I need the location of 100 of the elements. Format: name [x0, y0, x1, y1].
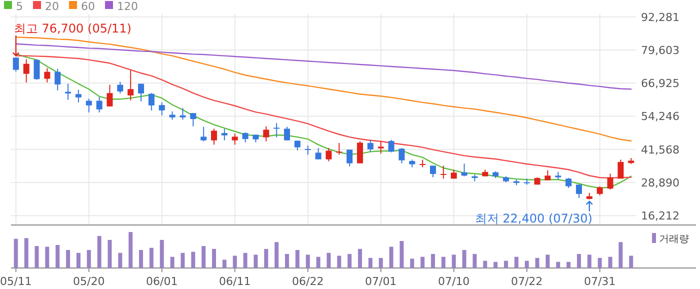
bar: [400, 241, 404, 268]
bar: [86, 250, 91, 268]
bar: [368, 258, 372, 268]
bar: [212, 248, 216, 268]
bar: [254, 254, 258, 268]
y-tick-label: 54,246: [641, 110, 680, 124]
bar: [452, 254, 456, 268]
candlestick: [65, 83, 72, 100]
bar: [14, 238, 18, 268]
annotation: 최저 22,400 (07/30): [474, 211, 592, 226]
candlestick: [544, 170, 551, 181]
candlestick: [96, 96, 102, 113]
bar: [76, 252, 80, 268]
bar: [285, 254, 290, 268]
bar: [191, 252, 196, 268]
candlestick: [294, 140, 300, 151]
bar: [462, 250, 466, 268]
candlestick: [430, 165, 436, 178]
x-tick-label: 05/11: [0, 275, 32, 288]
candlestick: [336, 142, 342, 156]
bar: [618, 242, 623, 268]
candlestick: [180, 108, 186, 120]
bar: [306, 254, 310, 268]
bar: [56, 244, 60, 268]
bar: [118, 252, 122, 268]
bar: [587, 254, 592, 268]
legend-label: 5: [16, 0, 23, 13]
bar: [348, 254, 352, 268]
bar: [202, 246, 206, 268]
y-tick-label: 79,603: [641, 44, 680, 58]
legend-label: 20: [45, 0, 59, 13]
candlestick: [148, 92, 154, 111]
candlestick: [211, 128, 218, 146]
legend-label: 120: [117, 0, 138, 13]
candlestick: [190, 112, 196, 127]
bar: [566, 262, 571, 268]
bar: [34, 246, 39, 268]
candlestick: [117, 81, 124, 94]
candlestick: [158, 102, 165, 116]
bar: [316, 256, 320, 268]
candlestick: [618, 159, 624, 180]
bar: [546, 254, 550, 268]
bar: [170, 256, 174, 268]
bar: [430, 254, 435, 268]
x-tick-label: 06/11: [219, 275, 251, 288]
y-tick-label: 28,890: [641, 176, 680, 190]
x-tick-label: 06/22: [292, 275, 324, 288]
candlestick: [326, 148, 332, 162]
bar: [483, 260, 488, 268]
candlestick: [200, 126, 207, 142]
candlestick: [420, 159, 426, 168]
bar: [608, 256, 612, 268]
bar: [514, 256, 518, 268]
candlestick: [232, 133, 238, 146]
candlestick: [263, 126, 270, 142]
bar: [108, 240, 112, 268]
candlestick: [128, 70, 134, 101]
candlestick: [315, 148, 322, 160]
bar: [45, 246, 50, 268]
candlestick: [284, 126, 290, 141]
bar: [629, 256, 634, 268]
candlestick: [34, 59, 40, 80]
candlestick: [607, 173, 614, 190]
bar: [139, 250, 144, 268]
candlestick: [356, 140, 363, 164]
bar: [128, 232, 133, 268]
annotation: 최고 76,700 (05/11): [12, 22, 132, 56]
candlestick: [54, 68, 61, 91]
candlestick: [440, 165, 446, 180]
bar: [243, 252, 248, 268]
bar: [326, 252, 331, 268]
bar: [378, 258, 383, 268]
y-tick-label: 92,281: [641, 10, 680, 24]
candlestick: [75, 89, 82, 103]
candlestick: [242, 132, 248, 143]
candlestick: [388, 139, 394, 153]
bar: [149, 248, 154, 268]
candlestick: [378, 140, 384, 154]
y-tick-label: 66,925: [641, 77, 680, 90]
candlestick: [12, 57, 19, 72]
candlestick: [576, 184, 582, 198]
bar: [524, 260, 529, 268]
candlestick: [398, 148, 405, 164]
bar: [494, 262, 498, 268]
bar: [160, 240, 164, 268]
bar: [441, 256, 446, 268]
x-tick-label: 07/01: [364, 275, 397, 288]
x-tick-label: 07/22: [510, 275, 543, 288]
bar: [66, 250, 70, 268]
bar: [222, 260, 226, 268]
candlestick: [461, 163, 468, 177]
x-tick-label: 07/31: [584, 275, 616, 288]
annotation: 최저 22,400 (07/30): [474, 200, 593, 226]
bar: [598, 258, 602, 268]
x-tick-label: 06/01: [146, 275, 178, 288]
bar: [264, 248, 268, 268]
annotation: 최고 76,700 (05/11): [14, 22, 132, 36]
candlestick: [274, 122, 280, 138]
bar: [295, 250, 300, 268]
bar: [556, 262, 560, 268]
